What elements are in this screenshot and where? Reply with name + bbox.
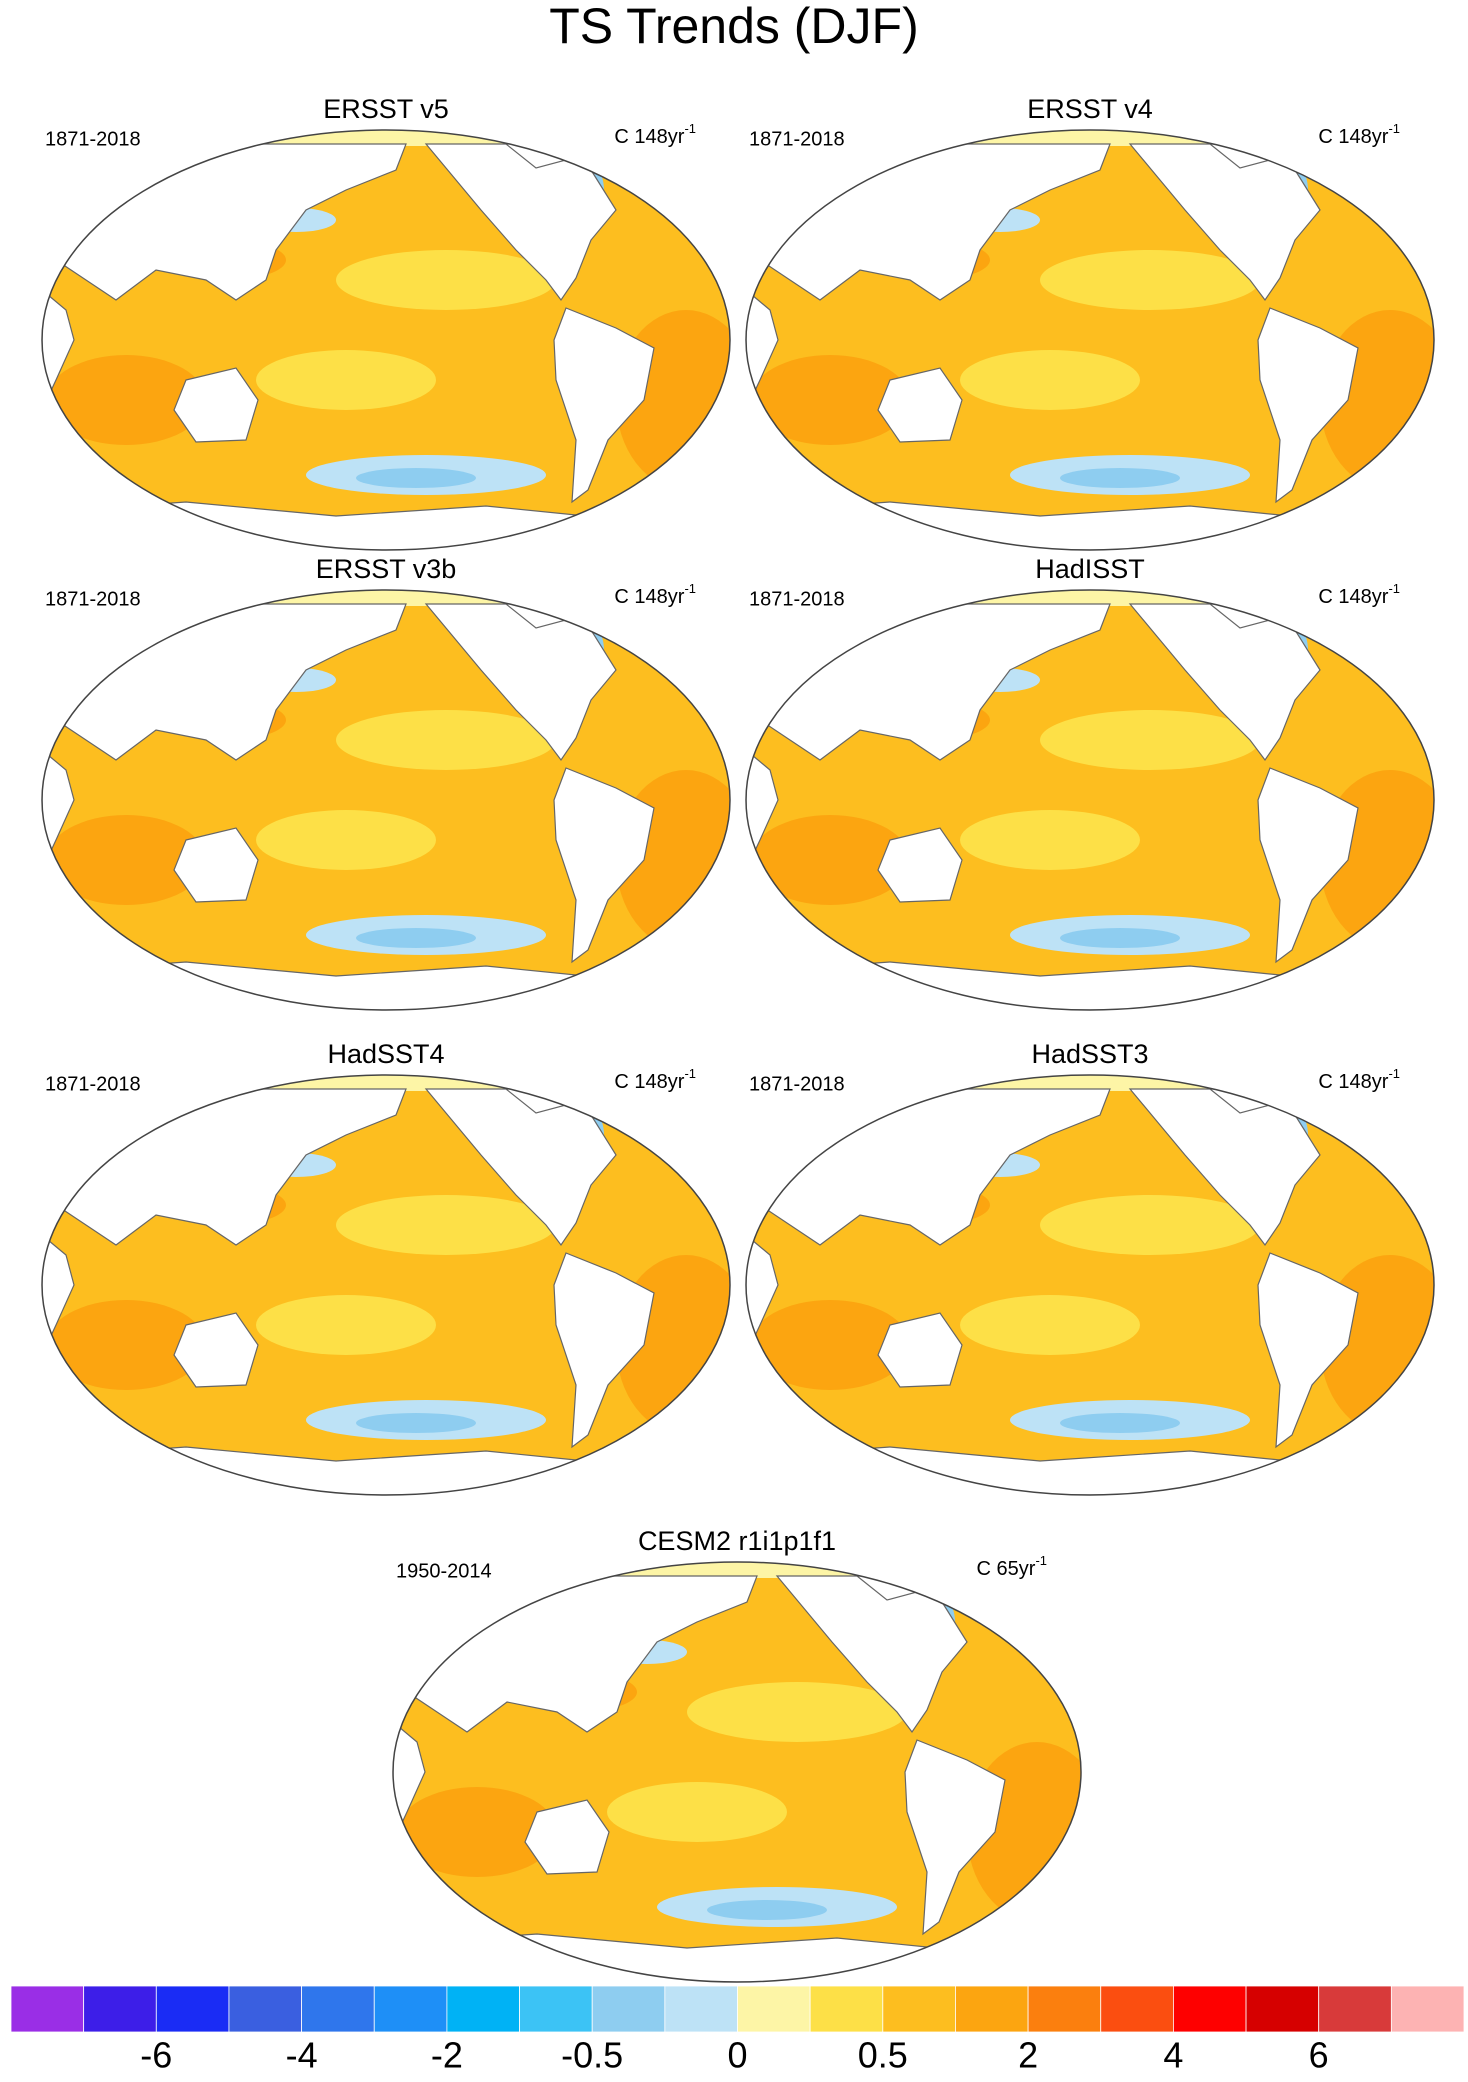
panel-title: HadISST bbox=[1035, 554, 1145, 584]
units-text: C 148yr bbox=[614, 586, 684, 608]
colorbar-label: 4 bbox=[1163, 2035, 1183, 2076]
map-panel: HadISST 1871-2018 C 148yr-1 bbox=[745, 554, 1460, 1011]
period-label: 1871-2018 bbox=[749, 588, 845, 610]
units-label: C 148yr-1 bbox=[1318, 121, 1400, 148]
period-label: 1871-2018 bbox=[749, 128, 845, 150]
panel-title: ERSST v3b bbox=[316, 554, 457, 584]
colorbar-label: 2 bbox=[1018, 2035, 1038, 2076]
panel-title: ERSST v5 bbox=[323, 94, 449, 124]
map-panel: HadSST4 1871-2018 C 148yr-1 bbox=[41, 1039, 756, 1496]
units-label: C 148yr-1 bbox=[1318, 581, 1400, 608]
map-panel: HadSST3 1871-2018 C 148yr-1 bbox=[745, 1039, 1460, 1496]
period-label: 1871-2018 bbox=[749, 1073, 845, 1095]
colorbar-label: 0 bbox=[727, 2035, 747, 2076]
colorbar-box bbox=[591, 1985, 666, 2033]
colorbar-label: -4 bbox=[286, 2035, 318, 2076]
colorbar: -6 -4 -2 -0.5 0 0.5 2 4 6 bbox=[10, 1985, 1465, 2076]
units-exponent: -1 bbox=[1388, 121, 1400, 136]
map-outline bbox=[41, 129, 731, 551]
map-panel: ERSST v5 1871-2018 C 148yr-1 bbox=[41, 94, 756, 551]
period-label: 1871-2018 bbox=[45, 1073, 141, 1095]
map-panel: ERSST v3b 1871-2018 C 148yr-1 bbox=[41, 554, 756, 1011]
units-text: C 148yr bbox=[1318, 586, 1388, 608]
map-outline bbox=[41, 589, 731, 1011]
units-exponent: -1 bbox=[1035, 1553, 1047, 1568]
panel-title: CESM2 r1i1p1f1 bbox=[638, 1526, 836, 1556]
colorbar-label: -6 bbox=[140, 2035, 172, 2076]
colorbar-box bbox=[1245, 1985, 1320, 2033]
units-text: C 148yr bbox=[614, 126, 684, 148]
units-exponent: -1 bbox=[684, 1066, 696, 1081]
map bbox=[746, 590, 1460, 1010]
colorbar-box bbox=[1390, 1985, 1465, 2033]
units-label: C 148yr-1 bbox=[614, 121, 696, 148]
units-text: C 148yr bbox=[614, 1071, 684, 1093]
colorbar-box bbox=[1100, 1985, 1174, 2033]
colorbar-box bbox=[1318, 1985, 1392, 2033]
colorbar-label: -0.5 bbox=[561, 2035, 623, 2076]
units-exponent: -1 bbox=[1388, 1066, 1400, 1081]
map bbox=[42, 130, 756, 550]
units-text: C 148yr bbox=[1318, 1071, 1388, 1093]
map-panel: ERSST v4 1871-2018 C 148yr-1 bbox=[745, 94, 1460, 551]
colorbar-box bbox=[373, 1985, 448, 2033]
colorbar-box bbox=[155, 1985, 230, 2033]
colorbar-label: -2 bbox=[431, 2035, 463, 2076]
map-outline bbox=[41, 1074, 731, 1496]
panel-title: HadSST4 bbox=[327, 1039, 444, 1069]
map bbox=[746, 130, 1460, 550]
period-label: 1871-2018 bbox=[45, 128, 141, 150]
units-label: C 148yr-1 bbox=[1318, 1066, 1400, 1093]
colorbar-box bbox=[228, 1985, 302, 2033]
units-text: C 148yr bbox=[1318, 126, 1388, 148]
colorbar-label: 0.5 bbox=[858, 2035, 908, 2076]
colorbar-box bbox=[10, 1985, 85, 2033]
units-exponent: -1 bbox=[684, 581, 696, 596]
colorbar-box bbox=[664, 1985, 738, 2033]
panel-title: HadSST3 bbox=[1031, 1039, 1148, 1069]
map-outline bbox=[745, 129, 1435, 551]
colorbar-box bbox=[446, 1985, 520, 2033]
panel-title: ERSST v4 bbox=[1027, 94, 1153, 124]
units-exponent: -1 bbox=[1388, 581, 1400, 596]
map-outline bbox=[745, 589, 1435, 1011]
units-text: C 65yr bbox=[977, 1558, 1036, 1580]
period-label: 1871-2018 bbox=[45, 588, 141, 610]
colorbar-box bbox=[955, 1985, 1029, 2033]
colorbar-box bbox=[301, 1985, 375, 2033]
map bbox=[393, 1562, 1107, 1982]
colorbar-label: 6 bbox=[1309, 2035, 1329, 2076]
period-label: 1950-2014 bbox=[396, 1560, 492, 1582]
units-label: C 148yr-1 bbox=[614, 1066, 696, 1093]
figure-title: TS Trends (DJF) bbox=[549, 0, 918, 54]
colorbar-box bbox=[882, 1985, 956, 2033]
colorbar-box bbox=[737, 1985, 811, 2033]
map-panel: CESM2 r1i1p1f1 1950-2014 C 65yr-1 bbox=[392, 1526, 1107, 1983]
units-exponent: -1 bbox=[684, 121, 696, 136]
map bbox=[42, 1075, 756, 1495]
map-outline bbox=[392, 1561, 1082, 1983]
colorbar-box bbox=[809, 1985, 884, 2033]
map bbox=[42, 590, 756, 1010]
colorbar-box bbox=[1173, 1985, 1247, 2033]
colorbar-box bbox=[83, 1985, 157, 2033]
map-outline bbox=[745, 1074, 1435, 1496]
units-label: C 65yr-1 bbox=[977, 1553, 1047, 1580]
colorbar-box bbox=[519, 1985, 593, 2033]
units-label: C 148yr-1 bbox=[614, 581, 696, 608]
colorbar-box bbox=[1027, 1985, 1102, 2033]
map bbox=[746, 1075, 1460, 1495]
